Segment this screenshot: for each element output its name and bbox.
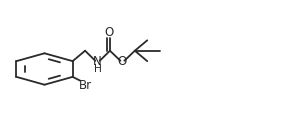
Text: O: O — [104, 26, 113, 39]
Text: N: N — [93, 55, 102, 68]
Text: H: H — [94, 64, 102, 74]
Text: Br: Br — [79, 79, 92, 92]
Text: O: O — [118, 55, 127, 68]
